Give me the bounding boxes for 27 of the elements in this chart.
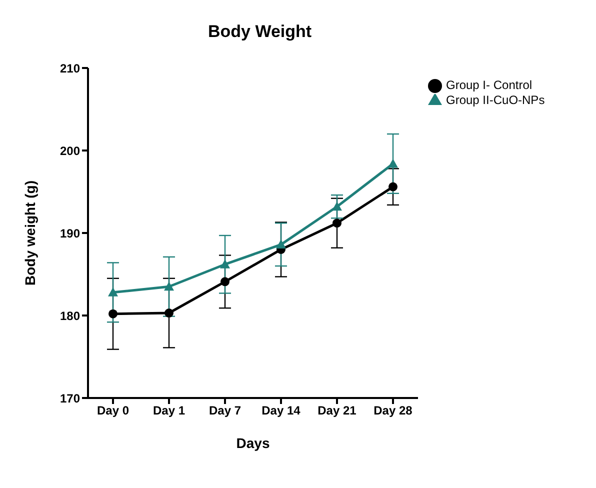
y-tick-label: 190	[60, 226, 80, 240]
point	[388, 158, 398, 168]
point	[220, 259, 230, 268]
x-tick-label: Day 14	[262, 404, 301, 418]
y-tick-label: 180	[60, 308, 80, 323]
legend-label: Group I- Control	[446, 78, 532, 92]
x-tick-label: Day 1	[152, 404, 186, 418]
point	[276, 240, 286, 249]
legend-label: Group II-CuO-NPs	[446, 92, 545, 107]
x-tick-label: Day 28	[374, 404, 413, 418]
y-tick-label: 170	[60, 391, 80, 406]
y-tick-label: 210	[60, 61, 80, 76]
x-axis-title: Days	[236, 435, 270, 451]
x-tick-label: Day 7	[208, 404, 242, 418]
point	[108, 287, 118, 296]
x-tick-label: Day 21	[318, 404, 357, 418]
x-tick-label: Day 0	[96, 404, 130, 418]
point	[164, 308, 174, 318]
point	[332, 202, 342, 211]
point	[332, 218, 342, 228]
point	[164, 282, 174, 291]
point	[108, 309, 118, 318]
y-axis-title: Body weight (g)	[22, 180, 38, 286]
point	[220, 277, 230, 286]
point	[388, 182, 398, 192]
chart-title: Body Weight	[208, 22, 312, 42]
y-tick-label: 200	[60, 144, 80, 158]
